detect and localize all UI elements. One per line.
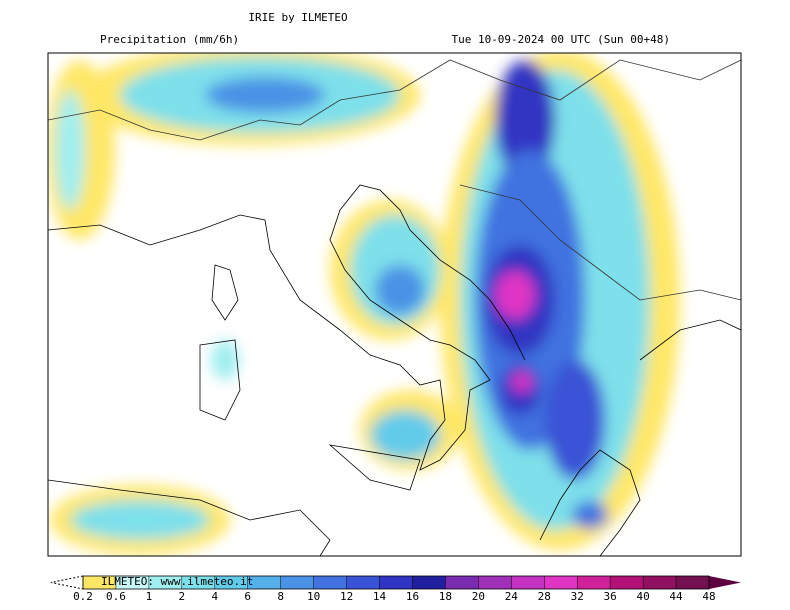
- precip-field: [48, 53, 680, 555]
- colorbar-label: 16: [406, 590, 419, 603]
- colorbar-label: 36: [604, 590, 617, 603]
- title: IRIE by ILMETEO: [248, 11, 347, 24]
- colorbar-swatch: [83, 576, 117, 589]
- colorbar-label: 20: [472, 590, 485, 603]
- colorbar: 0.2 0.6 1 2 4 6 8 10 12 14 16 18 20 24 28 32 36 40 44 48ILM…: [50, 575, 741, 603]
- colorbar-label: 0.6: [106, 590, 126, 603]
- coastlines: [48, 59, 741, 556]
- colorbar-label: 32: [571, 590, 584, 603]
- colorbar-swatch: [247, 576, 282, 589]
- colorbar-swatch: [280, 576, 315, 589]
- colorbar-label: 18: [439, 590, 452, 603]
- colorbar-label: 40: [636, 590, 649, 603]
- colorbar-swatch: [412, 576, 446, 589]
- colorbar-swatch: [115, 576, 150, 589]
- colorbar-over: [709, 576, 741, 589]
- colorbar-label: 24: [505, 590, 519, 603]
- colorbar-swatch: [445, 576, 479, 589]
- colorbar-label: 6: [244, 590, 251, 603]
- variable-label: Precipitation (mm/6h): [100, 33, 239, 46]
- colorbar-swatch: [643, 576, 677, 589]
- colorbar-label: 10: [307, 590, 320, 603]
- colorbar-label: 8: [277, 590, 284, 603]
- colorbar-swatch: [181, 576, 216, 589]
- colorbar-swatch: [577, 576, 611, 589]
- colorbar-swatch: [313, 576, 348, 589]
- colorbar-swatch: [148, 576, 183, 589]
- colorbar-label: 12: [340, 590, 353, 603]
- colorbar-label: 14: [373, 590, 387, 603]
- valid-time: Tue 10-09-2024 00 UTC (Sun 00+48): [451, 33, 670, 46]
- colorbar-swatch: [478, 576, 512, 589]
- colorbar-label: 48: [702, 590, 715, 603]
- colorbar-swatch: [214, 576, 249, 589]
- colorbar-under: [50, 575, 84, 590]
- colorbar-swatch: [346, 576, 381, 589]
- colorbar-swatch: [610, 576, 644, 589]
- credit: ILMETEO: www.ilmeteo.it: [101, 575, 253, 588]
- colorbar-label: 0.2: [73, 590, 93, 603]
- colorbar-label: 44: [669, 590, 683, 603]
- colorbar-swatch: [676, 576, 710, 589]
- colorbar-label: 2: [179, 590, 186, 603]
- colorbar-label: 1: [146, 590, 153, 603]
- colorbar-swatch: [544, 576, 578, 589]
- colorbar-label: 28: [538, 590, 551, 603]
- colorbar-swatch: [511, 576, 545, 589]
- colorbar-swatch: [379, 576, 413, 589]
- map-frame: [47, 52, 742, 557]
- colorbar-label: 4: [211, 590, 218, 603]
